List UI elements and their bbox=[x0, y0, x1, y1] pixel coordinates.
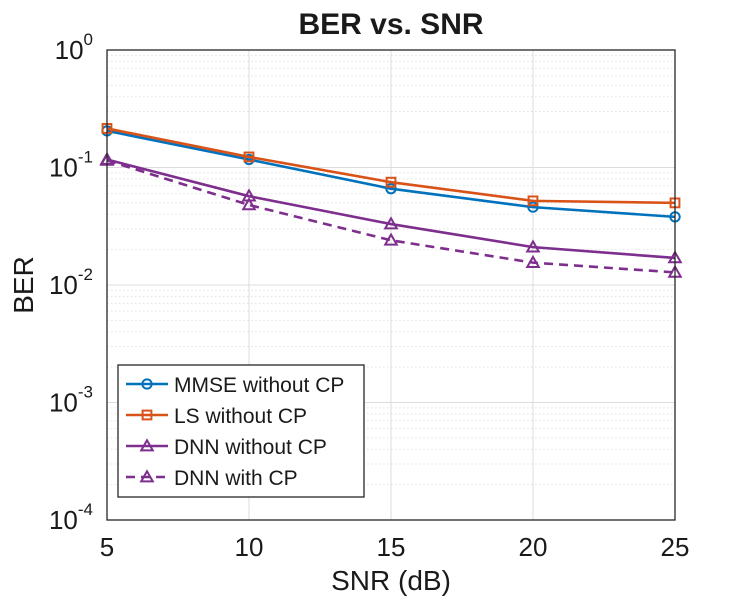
x-tick-label: 15 bbox=[377, 532, 406, 562]
series-ls-without-cp bbox=[101, 123, 681, 209]
triangle-marker bbox=[139, 469, 155, 483]
y-tick-label: 10-4 bbox=[49, 500, 93, 535]
square-marker bbox=[527, 195, 539, 207]
y-tick-labels: 100 10-1 10-2 10-3 10-4 bbox=[49, 30, 93, 535]
x-tick-labels: 5 10 15 20 25 bbox=[100, 532, 690, 562]
series-layer bbox=[99, 123, 683, 278]
legend-label: DNN without CP bbox=[174, 436, 327, 459]
triangle-marker bbox=[241, 197, 257, 211]
circle-marker bbox=[527, 201, 539, 213]
y-tick-label: 10-2 bbox=[49, 265, 93, 300]
triangle-marker bbox=[383, 216, 399, 230]
series-line bbox=[106, 159, 676, 274]
triangle-marker bbox=[525, 254, 541, 268]
legend-entry: LS without CP bbox=[126, 405, 307, 428]
circle-marker bbox=[385, 183, 397, 195]
legend-label: DNN with CP bbox=[174, 467, 298, 490]
x-tick-label: 20 bbox=[519, 532, 548, 562]
legend-box bbox=[117, 364, 365, 498]
legend-label: MMSE without CP bbox=[174, 374, 344, 397]
y-tick-label: 100 bbox=[55, 30, 93, 65]
triangle-marker bbox=[525, 239, 541, 253]
square-marker bbox=[243, 151, 255, 163]
legend-entry: DNN with CP bbox=[126, 467, 298, 490]
triangle-marker bbox=[383, 232, 399, 246]
square-marker bbox=[385, 176, 397, 188]
plot-frame bbox=[106, 49, 676, 521]
x-axis-label: SNR (dB) bbox=[331, 565, 451, 596]
square-marker bbox=[141, 409, 153, 421]
legend-label: LS without CP bbox=[174, 405, 307, 428]
chart-title: BER vs. SNR bbox=[298, 8, 483, 41]
y-tick-label: 10-3 bbox=[49, 383, 93, 418]
triangle-marker bbox=[139, 438, 155, 452]
y-axis-label: BER bbox=[8, 256, 39, 314]
legend-entry: MMSE without CP bbox=[126, 374, 344, 397]
series-line bbox=[106, 158, 676, 260]
y-tick-label: 10-1 bbox=[49, 148, 93, 183]
legend-entry: DNN without CP bbox=[126, 436, 327, 459]
x-tick-label: 5 bbox=[100, 532, 114, 562]
series-line bbox=[106, 127, 676, 205]
circle-marker bbox=[141, 378, 153, 390]
x-tick-label: 25 bbox=[661, 532, 690, 562]
series-line bbox=[106, 129, 676, 219]
legend: MMSE without CP LS without CP DNN without … bbox=[117, 364, 365, 498]
x-tick-label: 10 bbox=[235, 532, 264, 562]
